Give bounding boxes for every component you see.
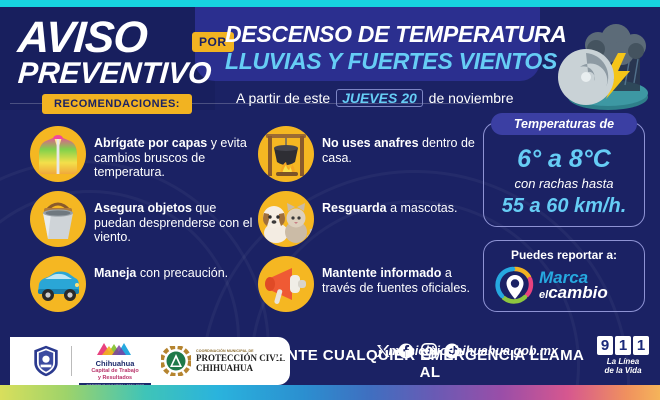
chihuahua-city-logo: Chihuahua Capital de Trabajo y Resultado… xyxy=(79,342,151,389)
emergency-number: 9 1 1 xyxy=(592,336,654,355)
list-item-text: Maneja con precaución. xyxy=(94,256,228,281)
proteccion-civil-text: COORDINACIÓN MUNICIPAL DE PROTECCIÓN CIV… xyxy=(196,349,285,373)
marca-word-2-big: cambio xyxy=(548,282,608,302)
list-item: Asegura objetos que puedan desprenderse … xyxy=(30,191,260,247)
recommendations-badge: RECOMENDACIONES: xyxy=(42,94,192,114)
list-item-text: Asegura objetos que puedan desprenderse … xyxy=(94,191,260,245)
pc-line-2: CHIHUAHUA xyxy=(196,363,254,373)
digit-9: 9 xyxy=(597,336,613,355)
list-item: Mantente informado a través de fuentes o… xyxy=(258,256,483,312)
list-item-rest: que puedan desprenderse con el viento. xyxy=(94,201,253,244)
proteccion-civil-logo: COORDINACIÓN MUNICIPAL DE PROTECCIÓN CIV… xyxy=(161,346,285,376)
list-item-text: No uses anafres dentro de casa. xyxy=(322,126,483,165)
emergency-call-text: ANTE CUALQUIER EMERGENCIA LLAMA AL xyxy=(275,347,585,381)
header-headline-panel xyxy=(195,5,540,81)
location-pin-icon xyxy=(495,266,534,304)
list-item-rest: con precaución. xyxy=(136,266,229,280)
social-links xyxy=(375,342,480,360)
header: AVISO PREVENTIVO POR DESCENSO DE TEMPERA… xyxy=(0,5,660,110)
tiktok-icon[interactable] xyxy=(444,343,460,359)
page-title-primary: AVISO xyxy=(16,13,149,62)
wind-gust-value: 55 a 60 km/h. xyxy=(501,195,627,217)
marca-word-2-small: el xyxy=(539,288,549,301)
por-badge: POR xyxy=(192,32,234,52)
digit-1b: 1 xyxy=(633,336,649,355)
x-twitter-icon[interactable] xyxy=(375,343,391,359)
emergency-911-logo: 9 1 1 La Línea de la Vida xyxy=(592,336,654,382)
list-item-text: Abrígate por capas y evita cambios brusc… xyxy=(94,126,260,180)
temperature-card-title: Temperaturas de xyxy=(491,113,637,135)
list-item-bold: Mantente informado xyxy=(322,266,442,280)
headline-line-2: LLUVIAS Y FUERTES VIENTOS xyxy=(225,48,558,74)
pc-tiny-line: COORDINACIÓN MUNICIPAL DE xyxy=(196,349,254,353)
marca-logo-text: Marca elcambio xyxy=(539,267,608,303)
report-card-title: Puedes reportar a: xyxy=(510,248,618,262)
instagram-icon[interactable] xyxy=(421,343,437,359)
list-item-rest: a través de fuentes oficiales. xyxy=(322,266,470,295)
temperature-range: 6° a 8°C xyxy=(517,145,611,173)
recommendations-middle-column: No uses anafres dentro de casa. xyxy=(258,126,483,321)
top-accent-strip xyxy=(0,0,660,7)
brazier-fire-icon xyxy=(258,126,314,182)
list-item-text: Mantente informado a través de fuentes o… xyxy=(322,256,483,295)
list-item-bold: Abrígate por capas xyxy=(94,136,208,150)
list-item-bold: No uses anafres xyxy=(322,136,419,150)
city-tagline-1: Capital de Trabajo xyxy=(91,368,139,374)
headline-line-1: DESCENSO DE TEMPERATURA xyxy=(225,21,567,47)
megaphone-icon xyxy=(258,256,314,312)
pc-line-1: PROTECCIÓN CIVIL xyxy=(196,353,286,363)
list-item-rest: y evita cambios bruscos de temperatura. xyxy=(94,136,247,179)
report-card xyxy=(483,240,645,312)
header-left-background xyxy=(0,7,215,110)
facebook-icon[interactable] xyxy=(398,343,414,359)
proteccion-civil-icon xyxy=(161,346,191,376)
date-prefix: A partir de este xyxy=(236,90,331,106)
emergency-tagline-1: La Línea xyxy=(606,357,640,366)
date-suffix: de noviembre xyxy=(428,90,514,106)
list-item-bold: Asegura objetos xyxy=(94,201,192,215)
marca-el-cambio-logo[interactable]: Marca elcambio xyxy=(495,266,635,306)
list-item: No uses anafres dentro de casa. xyxy=(258,126,483,182)
list-item-bold: Resguarda xyxy=(322,201,387,215)
list-item: Maneja con precaución. xyxy=(30,256,260,312)
bottom-rainbow-strip xyxy=(0,385,660,400)
list-item: Abrígate por capas y evita cambios brusc… xyxy=(30,126,260,182)
marca-word-2: elcambio xyxy=(539,282,608,303)
date-highlight: JUEVES 20 xyxy=(336,89,423,107)
digit-1a: 1 xyxy=(615,336,631,355)
list-item-text: Resguarda a mascotas. xyxy=(322,191,457,216)
recommendations-divider xyxy=(10,103,480,104)
city-tagline-2: y Resultados xyxy=(97,374,133,381)
bucket-icon xyxy=(30,191,86,247)
effective-date-text: A partir de este JUEVES 20 de noviembre xyxy=(236,89,514,107)
footer-logos-bar: Chihuahua Capital de Trabajo y Resultado… xyxy=(10,337,290,389)
storm-cloud-lightning-hurricane-icon xyxy=(558,24,648,110)
city-name: Chihuahua xyxy=(95,359,135,368)
jacket-icon xyxy=(30,126,86,182)
chihuahua-coat-of-arms-icon xyxy=(34,345,58,377)
list-item-bold: Maneja xyxy=(94,266,137,280)
recommendations-left-column: Abrígate por capas y evita cambios brusc… xyxy=(30,126,260,321)
emergency-tagline-2: de la Vida xyxy=(604,366,642,375)
page-title-secondary: PREVENTIVO xyxy=(16,57,213,90)
footer-divider xyxy=(71,346,72,376)
list-item-rest: a mascotas. xyxy=(386,201,458,215)
car-icon xyxy=(30,256,86,312)
chihuahua-mountains-icon xyxy=(97,343,131,355)
marca-word-1: Marca xyxy=(539,267,589,287)
pets-dog-cat-icon xyxy=(258,191,314,247)
list-item-rest: dentro de casa. xyxy=(322,136,475,165)
wind-gust-label: con rachas hasta xyxy=(514,176,614,191)
list-item: Resguarda a mascotas. xyxy=(258,191,483,247)
